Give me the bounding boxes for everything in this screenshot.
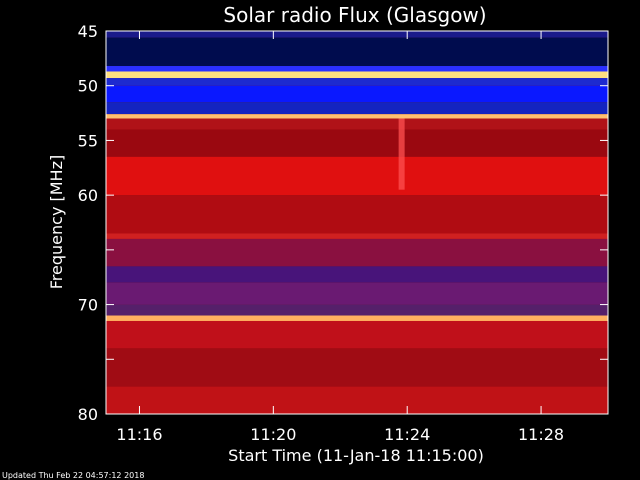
spectrum-band (106, 238, 608, 267)
spectrum-band (106, 282, 608, 305)
spectrum-band (106, 118, 608, 130)
updated-timestamp: Updated Thu Feb 22 04:57:12 2018 (2, 471, 144, 480)
spectrum-band (106, 71, 608, 79)
spectrum-band (106, 129, 608, 157)
spectrum-band (106, 114, 608, 119)
x-axis-label: Start Time (11-Jan-18 11:15:00) (228, 446, 484, 465)
spectrum-band (106, 102, 608, 115)
y-tick-label: 60 (78, 186, 98, 205)
y-tick-label: 80 (78, 405, 98, 424)
spectrum-band (106, 304, 608, 316)
spectrum-band (106, 233, 608, 239)
x-tick-label: 11:16 (116, 425, 162, 444)
spectrum-band (106, 31, 608, 38)
plot-area (105, 30, 609, 415)
chart-title: Solar radio Flux (Glasgow) (223, 3, 486, 27)
spectrum-band (106, 320, 608, 349)
x-tick-label: 11:28 (518, 425, 564, 444)
spectrum-band (106, 195, 608, 234)
spectrum-band (106, 386, 608, 414)
spectrum-band (106, 348, 608, 387)
y-tick-label: 55 (78, 131, 98, 150)
x-tick-label: 11:24 (384, 425, 430, 444)
plot-frame (105, 30, 609, 415)
spectrum-band (106, 315, 608, 321)
x-tick-label: 11:20 (250, 425, 296, 444)
y-axis: 45 50 55 60 70 80 (78, 22, 608, 424)
spectrum-band (106, 37, 608, 67)
spectrum-band (106, 66, 608, 72)
y-axis-label: Frequency [MHz] (47, 155, 66, 289)
y-tick-label: 45 (78, 22, 98, 41)
x-axis: 11:16 11:20 11:24 11:28 (116, 31, 564, 444)
spectrum-band (106, 85, 608, 103)
spectrum-band (106, 156, 608, 196)
spectrum-band (106, 78, 608, 86)
radio-burst (398, 118, 405, 190)
spectrum-band (106, 266, 608, 283)
y-tick-label: 70 (78, 296, 98, 315)
y-tick-label: 50 (78, 77, 98, 96)
